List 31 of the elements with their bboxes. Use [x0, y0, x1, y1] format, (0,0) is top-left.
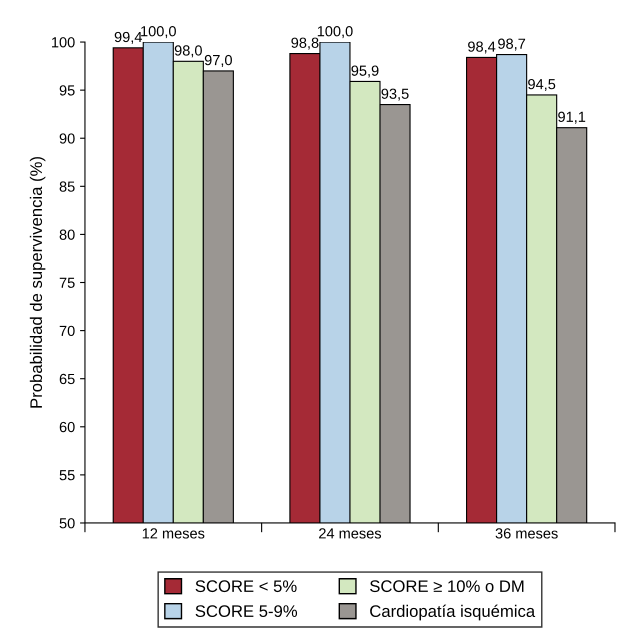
y-tick-label: 60: [60, 422, 75, 432]
data-label: 97,0: [204, 54, 232, 67]
data-label: 98,4: [468, 41, 496, 54]
x-tick-label: 12 meses: [142, 528, 204, 539]
y-tick-label: 75: [60, 278, 75, 288]
legend-label: SCORE ≥ 10% o DM: [370, 580, 524, 592]
y-tick-label: 100: [52, 37, 75, 48]
y-tick-label: 85: [60, 181, 75, 192]
data-label: 100,0: [141, 26, 176, 38]
data-label: 98,7: [498, 38, 526, 51]
data-label: 100,0: [318, 26, 353, 38]
y-tick-label: 55: [60, 470, 75, 480]
data-label: 91,1: [558, 112, 586, 124]
data-label: 99,4: [114, 32, 142, 44]
y-tick-label: 65: [60, 374, 75, 384]
y-tick-label: 70: [60, 326, 75, 336]
data-label: 94,5: [528, 78, 556, 92]
y-tick-label: 90: [60, 133, 75, 144]
y-tick-label: 50: [60, 518, 75, 528]
legend-label: SCORE < 5%: [196, 580, 297, 592]
data-label: 98,8: [291, 38, 318, 50]
y-tick-label: 80: [60, 230, 75, 240]
y-axis-title: Probabilidad de supervivencia (%): [30, 157, 46, 408]
data-label: 98,0: [174, 45, 202, 58]
legend-label: SCORE 5-9%: [196, 605, 298, 618]
x-tick-label: 24 meses: [319, 528, 382, 539]
data-label: 95,9: [351, 65, 378, 78]
data-label: 93,5: [382, 88, 409, 101]
legend-label: Cardiopatía isquémica: [370, 604, 536, 620]
y-tick-label: 95: [60, 85, 75, 96]
x-tick-label: 36 meses: [496, 528, 558, 539]
